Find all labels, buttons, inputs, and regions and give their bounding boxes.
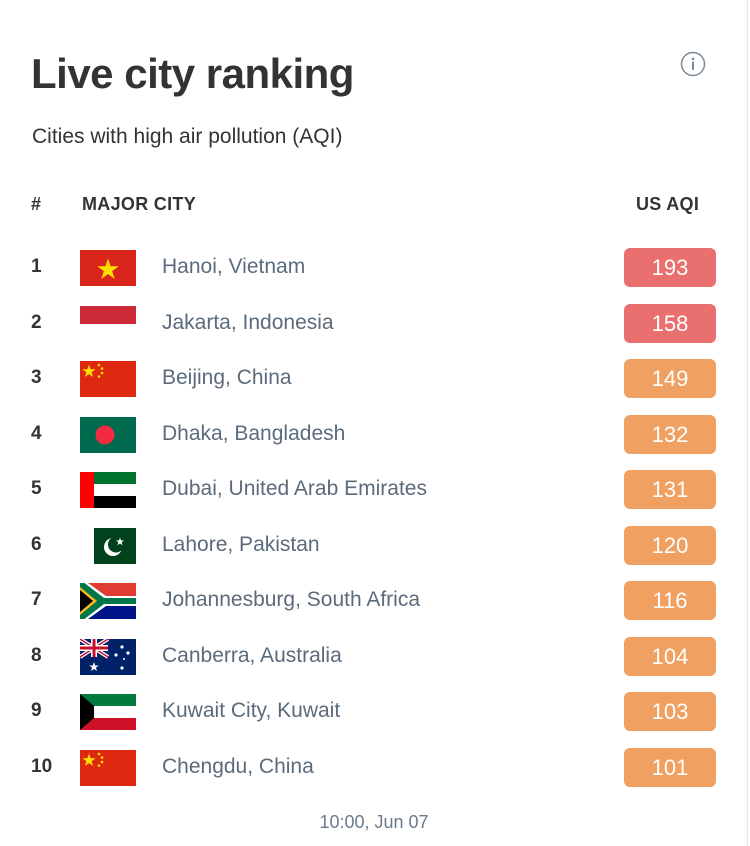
- table-row[interactable]: 2 Jakarta, Indonesia 158: [0, 296, 748, 352]
- bangladesh-flag-icon: [80, 416, 136, 453]
- widget-title: Live city ranking: [31, 50, 354, 97]
- aqi-badge: 132: [624, 414, 716, 454]
- rank-number: 9: [31, 700, 42, 721]
- table-row[interactable]: 9 Kuwait City, Kuwait 103: [0, 684, 748, 740]
- rank-number: 5: [31, 478, 42, 499]
- rank-number: 7: [31, 589, 42, 610]
- table-row[interactable]: 10 Chengdu, China 101: [0, 740, 748, 796]
- column-header-city: MAJOR CITY: [82, 194, 197, 214]
- last-updated-timestamp: 10:00, Jun 07: [319, 812, 429, 832]
- pakistan-flag-icon: [80, 527, 136, 564]
- table-row[interactable]: 6 Lahore, Pakistan 120: [0, 518, 748, 574]
- vietnam-flag-icon: [80, 250, 136, 286]
- city-name[interactable]: Johannesburg, South Africa: [162, 588, 421, 611]
- column-header-aqi: US AQI: [636, 194, 700, 214]
- table-row[interactable]: 1 Hanoi, Vietnam 193: [0, 240, 748, 296]
- city-name[interactable]: Lahore, Pakistan: [162, 532, 320, 556]
- south-africa-flag-icon: [80, 583, 136, 619]
- column-header-rank: #: [31, 194, 42, 214]
- aqi-badge: 158: [624, 303, 716, 343]
- table-row[interactable]: 7 Johannesburg, South Africa 116: [0, 573, 748, 629]
- kuwait-flag-icon: [80, 694, 136, 730]
- rank-number: 8: [31, 644, 42, 666]
- rank-number: 2: [31, 311, 42, 333]
- table-row[interactable]: 8 Canberra,: [0, 629, 748, 685]
- china-flag-icon: [80, 749, 136, 786]
- city-name[interactable]: Canberra, Australia: [162, 643, 342, 667]
- table-row[interactable]: 4 Dhaka, Bangladesh 132: [0, 407, 748, 463]
- city-name[interactable]: Hanoi, Vietnam: [162, 255, 306, 278]
- table-row[interactable]: 5 Dubai, United Arab Emirates 131: [0, 462, 748, 518]
- aqi-badge: 193: [624, 248, 716, 287]
- china-flag-icon: [80, 361, 136, 397]
- city-name[interactable]: Dhaka, Bangladesh: [162, 421, 346, 445]
- uae-flag-icon: [80, 472, 136, 508]
- aqi-badge: 103: [624, 692, 716, 731]
- rank-number: 6: [31, 533, 42, 555]
- table-row[interactable]: 3 Beijing, China 149: [0, 351, 748, 407]
- rank-number: 10: [31, 755, 53, 777]
- aqi-badge: 120: [624, 525, 716, 565]
- city-name[interactable]: Dubai, United Arab Emirates: [162, 477, 427, 500]
- aqi-badge: 101: [624, 747, 716, 787]
- city-name[interactable]: Chengdu, China: [162, 754, 314, 778]
- city-name[interactable]: Kuwait City, Kuwait: [162, 699, 341, 722]
- aqi-badge: 131: [624, 470, 716, 509]
- aqi-badge: 149: [624, 359, 716, 398]
- rank-number: 3: [31, 367, 42, 388]
- australia-flag-icon: [80, 638, 136, 675]
- rank-number: 1: [31, 256, 42, 277]
- indonesia-flag-icon: [80, 305, 136, 342]
- widget-subtitle: Cities with high air pollution (AQI): [32, 125, 343, 148]
- ranking-table: 1 Hanoi, Vietnam 193 2 Jakarta, Indonesi…: [0, 240, 748, 795]
- rank-number: 4: [31, 422, 42, 444]
- aqi-badge: 104: [624, 636, 716, 676]
- city-name[interactable]: Jakarta, Indonesia: [162, 310, 334, 334]
- aqi-badge: 116: [624, 581, 716, 620]
- info-circle-icon[interactable]: [680, 51, 706, 77]
- city-name[interactable]: Beijing, China: [162, 366, 292, 389]
